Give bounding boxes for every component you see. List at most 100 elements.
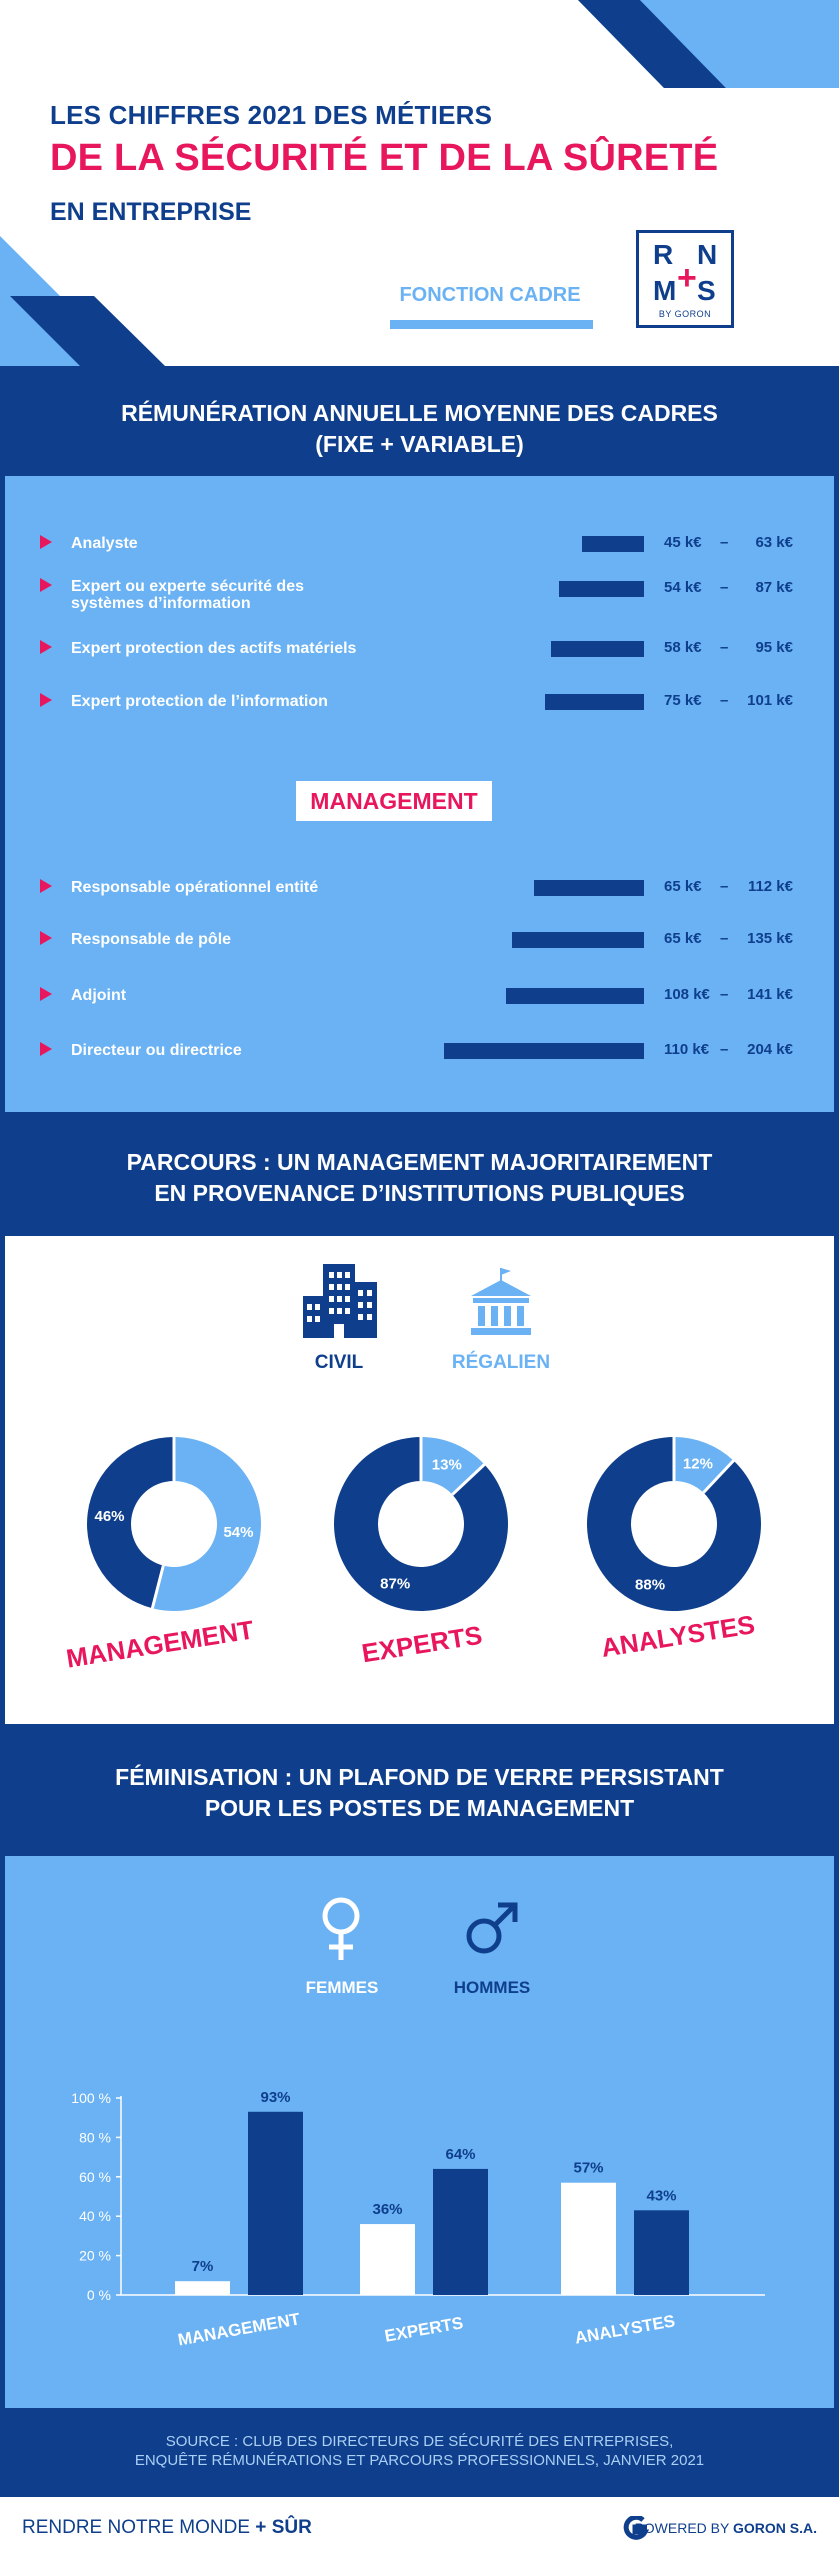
bar-femmes-experts	[360, 2224, 415, 2295]
remuneration-max: 135 k€	[747, 930, 793, 947]
remuneration-heading-line-2: (FIXE + VARIABLE)	[315, 431, 524, 457]
powered-by-company: GORON S.A.	[732, 2520, 817, 2536]
remuneration-label: Analyste	[71, 535, 138, 552]
remuneration-label: Responsable de pôle	[71, 931, 231, 948]
remuneration-dash: –	[720, 986, 729, 1003]
title-line-3: EN ENTREPRISE	[50, 198, 252, 226]
remuneration-label-line: systèmes d’information	[71, 595, 251, 612]
bullet-triangle-icon	[40, 987, 52, 1001]
title-line-2: DE LA SÉCURITÉ ET DE LA SÛRETÉ	[50, 137, 719, 179]
remuneration-label-line: Responsable de pôle	[71, 931, 232, 948]
remuneration-min: 108 k€	[664, 986, 710, 1003]
donut-experts: 13% 87%	[334, 1436, 509, 1611]
remuneration-label: Expert protection de l’information	[71, 693, 328, 710]
bar-value-label: 57%	[573, 2160, 603, 2177]
remuneration-dash: –	[720, 579, 729, 596]
male-symbol-icon	[466, 1902, 518, 1954]
remuneration-row: Expert protection de l’information 75 k€ –…	[0, 691, 839, 731]
building-icon	[303, 1264, 377, 1338]
remuneration-label-line: Directeur ou directrice	[71, 1042, 242, 1059]
management-badge: MANAGEMENT	[296, 781, 492, 821]
y-tick-label: 20 %	[79, 2248, 111, 2264]
header: LES CHIFFRES 2021 DES MÉTIERS DE LA SÉCU…	[0, 0, 839, 366]
remuneration-max: 204 k€	[747, 1041, 793, 1058]
parcours-heading-line-2: EN PROVENANCE D’INSTITUTIONS PUBLIQUES	[154, 1180, 685, 1206]
bar-value-label: 93%	[260, 2089, 290, 2106]
donut-charts: 54% 46% 13% 87% 12% 88%	[87, 1436, 762, 1611]
remuneration-bar	[545, 694, 644, 710]
donut-management: 54% 46%	[87, 1436, 262, 1611]
footer-bar: RENDRE NOTRE MONDE + SÛR POWERED BY GORO…	[0, 2497, 839, 2560]
remuneration-label: Expert ou experte sécurité des systèmes d…	[71, 578, 304, 612]
remuneration-min: 65 k€	[664, 878, 702, 895]
remuneration-row: Responsable opérationnel entité 65 k€ – 112…	[0, 877, 839, 917]
donut-label-civil-pct: 88%	[635, 1576, 665, 1593]
remuneration-bar	[550, 641, 644, 657]
donut-slice-civil	[587, 1437, 762, 1611]
logo-letter-r: R	[653, 239, 674, 270]
y-tick-label: 100 %	[71, 2090, 111, 2106]
remuneration-dash: –	[720, 534, 729, 551]
parcours-heading-line-1: PARCOURS : UN MANAGEMENT MAJORITAIREMENT	[126, 1149, 713, 1175]
remuneration-dash: –	[720, 1041, 729, 1058]
bullet-triangle-icon	[40, 931, 52, 945]
remuneration-bar	[505, 988, 644, 1004]
parcours-heading: PARCOURS : UN MANAGEMENT MAJORITAIREMENT…	[0, 1147, 839, 1209]
x-category-label: ANALYSTES	[573, 2311, 676, 2347]
legend-civil: CIVIL	[314, 1352, 364, 1373]
title-line-1: LES CHIFFRES 2021 DES MÉTIERS	[50, 100, 493, 130]
donut-label-civil-pct: 46%	[94, 1508, 124, 1525]
remuneration-label-line: Expert protection de l’information	[71, 693, 328, 710]
feminisation-heading-line-2: POUR LES POSTES DE MANAGEMENT	[204, 1795, 635, 1821]
remuneration-row: Analyste 45 k€ – 63 k€	[0, 533, 839, 573]
bar-value-label: 7%	[192, 2258, 214, 2275]
fonction-label: FONCTION CADRE	[399, 284, 581, 306]
remuneration-bar	[558, 581, 644, 597]
slogan-text-b: SÛR	[271, 2517, 312, 2538]
remuneration-max: 95 k€	[755, 639, 793, 656]
remuneration-label-line: Expert protection des actifs matériels	[71, 640, 357, 657]
remuneration-min: 45 k€	[664, 534, 702, 551]
source-note: SOURCE : CLUB DES DIRECTEURS DE SÉCURITÉ…	[0, 2432, 839, 2470]
remuneration-row: Directeur ou directrice 110 k€ – 204 k€	[0, 1040, 839, 1080]
institution-icon	[471, 1268, 531, 1335]
legend-femmes: FEMMES	[305, 1978, 379, 1997]
remuneration-label: Responsable opérationnel entité	[71, 879, 318, 896]
bullet-triangle-icon	[40, 640, 52, 654]
source-line-2: ENQUÊTE RÉMUNÉRATIONS ET PARCOURS PROFES…	[134, 2452, 705, 2469]
legend-hommes: HOMMES	[453, 1978, 531, 1997]
y-tick-label: 80 %	[79, 2129, 111, 2145]
x-category-label: MANAGEMENT	[176, 2309, 302, 2349]
remuneration-min: 75 k€	[664, 692, 702, 709]
logo-subtitle: BY GORON	[658, 309, 712, 319]
remuneration-bar	[582, 536, 644, 552]
donut-slice-civil	[334, 1437, 509, 1611]
donut-separator	[702, 1458, 736, 1494]
donut-label-civil-pct: 87%	[380, 1576, 410, 1593]
remuneration-label-line: Expert ou experte sécurité des	[71, 578, 304, 595]
logo-letter-n: N	[697, 239, 718, 270]
remuneration-row: Expert protection des actifs matériels 58…	[0, 638, 839, 678]
logo-plus: +	[677, 259, 697, 297]
bar-value-label: 36%	[372, 2201, 402, 2218]
feminisation-heading: FÉMINISATION : UN PLAFOND DE VERRE PERSI…	[0, 1762, 839, 1824]
bullet-triangle-icon	[40, 535, 52, 549]
powered-by-text: POWERED BY	[634, 2520, 733, 2536]
remuneration-label-line: Analyste	[71, 535, 138, 552]
y-tick-label: 0 %	[87, 2287, 111, 2303]
feminisation-panel: FEMMES HOMMES 0 % 20 % 40 % 60 % 80 % 100 % 7%…	[5, 1856, 834, 2408]
remuneration-row: Expert ou experte sécurité des systèmes d…	[0, 578, 839, 618]
slogan-text-a: RENDRE NOTRE MONDE	[22, 2517, 251, 2538]
fonction-underline	[390, 320, 593, 329]
female-symbol-icon	[322, 1897, 360, 1960]
bullet-triangle-icon	[40, 879, 52, 893]
y-tick-label: 40 %	[79, 2208, 111, 2224]
legend-regalien: RÉGALIEN	[451, 1352, 551, 1373]
donut-label-regalien-pct: 54%	[223, 1524, 253, 1541]
donut-label-regalien-pct: 12%	[683, 1456, 713, 1473]
remuneration-min: 110 k€	[664, 1041, 710, 1058]
donut-slice-regalien	[421, 1437, 485, 1495]
logo-letter-m: M	[653, 275, 677, 306]
donut-slice-civil	[87, 1437, 174, 1609]
header-background	[0, 0, 839, 366]
